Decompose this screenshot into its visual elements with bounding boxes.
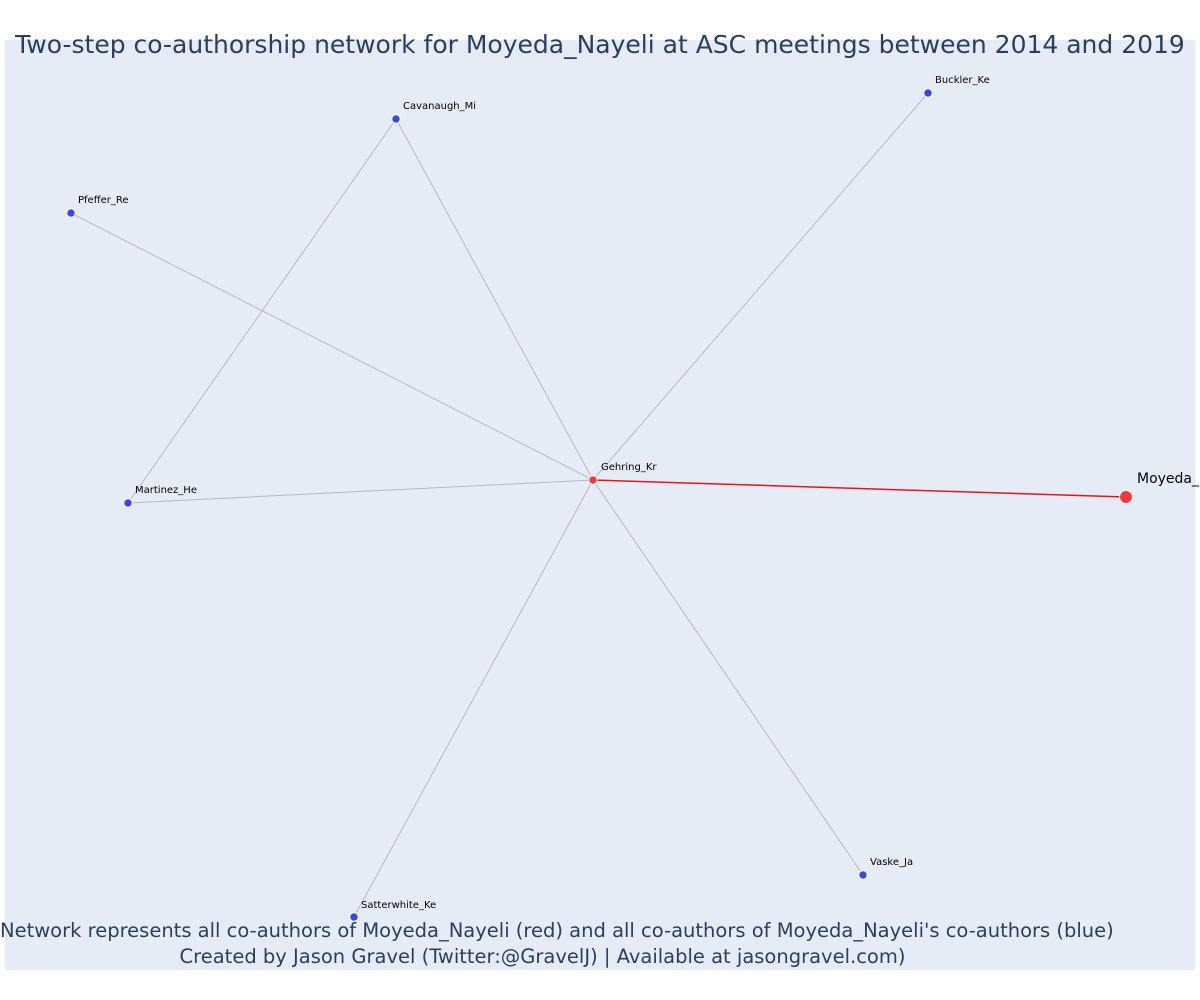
edge-gehring_kr-moyeda_nayeli <box>592 479 1127 498</box>
labels-layer: Moyeda_ Gehring_Kr Cavanaugh_Mi Buckler_Ke P… <box>78 75 1200 911</box>
node-label-vaske_ja: Vaske_Ja <box>870 857 913 868</box>
node-label-cavanaugh_mi: Cavanaugh_Mi <box>403 101 476 112</box>
node-label-satterwhite_ke: Satterwhite_Ke <box>361 900 436 911</box>
plot-area <box>5 40 1195 970</box>
footer-line-credit: Created by Jason Gravel (Twitter:@Gravel… <box>179 945 906 968</box>
node-vaske_ja[interactable] <box>858 870 868 880</box>
page-title: Two-step co-authorship network for Moyed… <box>15 30 1185 59</box>
edge-gehring_kr-martinez_he <box>127 479 594 504</box>
node-label-buckler_ke: Buckler_Ke <box>935 75 990 86</box>
edges-layer <box>70 92 1127 918</box>
node-gehring_kr[interactable] <box>588 475 598 485</box>
node-label-pfeffer_re: Pfeffer_Re <box>78 195 129 206</box>
node-pfeffer_re[interactable] <box>66 208 76 218</box>
nodes-layer <box>66 88 1133 922</box>
footer-line-description: Network represents all co-authors of Moy… <box>0 919 1114 942</box>
node-label-moyeda_nayeli: Moyeda_ <box>1137 471 1200 487</box>
node-label-martinez_he: Martinez_He <box>135 485 197 496</box>
node-moyeda_nayeli[interactable] <box>1119 490 1133 504</box>
edge-cavanaugh_mi-martinez_he <box>127 118 397 504</box>
edge-gehring_kr-pfeffer_re <box>70 212 594 481</box>
node-cavanaugh_mi[interactable] <box>391 114 401 124</box>
edge-gehring_kr-vaske_ja <box>592 479 864 876</box>
edge-gehring_kr-cavanaugh_mi <box>395 118 594 481</box>
node-label-gehring_kr: Gehring_Kr <box>601 462 657 473</box>
node-satterwhite_ke[interactable] <box>349 912 359 922</box>
node-martinez_he[interactable] <box>123 498 133 508</box>
node-buckler_ke[interactable] <box>923 88 933 98</box>
edge-gehring_kr-satterwhite_ke <box>353 479 594 918</box>
footer-caption: Network represents all co-authors of Moy… <box>0 918 1114 970</box>
edge-gehring_kr-buckler_ke <box>592 92 929 481</box>
